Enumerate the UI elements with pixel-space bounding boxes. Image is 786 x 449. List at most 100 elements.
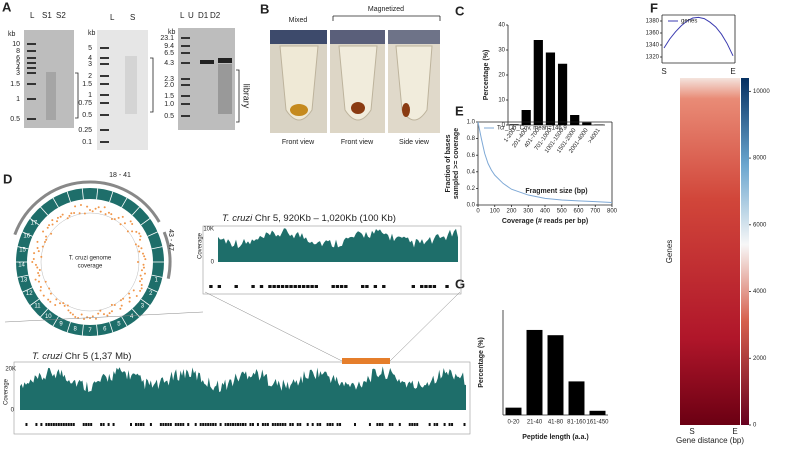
marker-label: 1.5 xyxy=(164,93,174,100)
coverage-dot xyxy=(48,287,51,290)
bar xyxy=(545,52,556,125)
segment-divider xyxy=(147,231,158,237)
y-tick-label: 30 xyxy=(498,48,505,54)
gene xyxy=(297,285,302,288)
segment-divider xyxy=(96,324,99,336)
coverage-dot xyxy=(128,300,131,303)
x-tick-label: 800 xyxy=(607,209,618,215)
gene xyxy=(256,423,259,426)
gene xyxy=(52,423,55,426)
segment-divider xyxy=(40,308,49,318)
ladder-band xyxy=(181,45,190,47)
marker-label: 2 xyxy=(88,73,92,80)
gene xyxy=(424,285,428,288)
gene xyxy=(35,423,38,426)
coverage-dot xyxy=(138,250,141,253)
coverage-dot xyxy=(56,216,59,219)
ladder-band xyxy=(27,72,36,74)
bar xyxy=(594,124,604,125)
bar xyxy=(557,63,568,125)
coverage-dot xyxy=(70,212,73,215)
gene xyxy=(232,423,235,426)
gene xyxy=(224,423,227,426)
gene xyxy=(299,423,302,426)
gene xyxy=(159,423,162,426)
gene xyxy=(164,423,167,426)
segment-divider xyxy=(22,287,33,293)
gene xyxy=(177,423,180,426)
gene xyxy=(428,423,431,426)
x-tick-label: S xyxy=(689,427,694,436)
track-ylabel: Coverage xyxy=(4,378,10,405)
ladder-band xyxy=(100,57,109,59)
inner-ring xyxy=(40,212,140,312)
bracket xyxy=(236,69,240,123)
x-tick-label: 200 xyxy=(506,209,517,215)
bar xyxy=(547,335,564,415)
x-tick-label: 500 xyxy=(557,209,568,215)
coverage-dot xyxy=(34,278,37,281)
coverage-dot xyxy=(142,252,145,255)
track-frame xyxy=(13,361,471,435)
marker-label: 1.5 xyxy=(10,81,20,88)
gene xyxy=(289,423,292,426)
gene xyxy=(281,423,284,426)
track-ymin: 0 xyxy=(211,260,215,266)
track-title: T. cruzi Chr 5 (1,37 Mb) xyxy=(32,351,131,362)
gene xyxy=(244,423,247,426)
coverage-dot xyxy=(71,313,74,316)
coverage-dot xyxy=(121,215,124,218)
coverage-dot xyxy=(91,210,94,213)
gene xyxy=(284,423,287,426)
gene xyxy=(70,423,73,426)
y-tick-label: 1380 xyxy=(646,19,660,25)
coverage-dot xyxy=(67,309,70,312)
coverage-dot xyxy=(31,261,34,263)
marker-label: 9.4 xyxy=(164,43,174,50)
marker-label: 23.1 xyxy=(160,35,174,42)
gene xyxy=(107,423,110,426)
gene xyxy=(199,423,202,426)
gene xyxy=(411,423,414,426)
coverage-dot xyxy=(45,235,48,238)
segment-divider xyxy=(66,191,71,203)
coverage-dot xyxy=(32,258,35,261)
colorbar-tick-label: 2000 xyxy=(753,356,767,362)
marker-label: 4.3 xyxy=(164,60,174,67)
chromosome-label: 6 xyxy=(103,326,107,332)
ladder-band xyxy=(27,57,36,59)
colorbar xyxy=(741,78,749,425)
ladder-band xyxy=(27,98,36,100)
coverage-dot xyxy=(89,208,91,211)
gene xyxy=(331,285,335,288)
coverage-dot xyxy=(140,277,143,280)
gene xyxy=(276,285,281,288)
gene xyxy=(448,423,451,426)
species: T. cruzi xyxy=(222,213,253,224)
coverage-dot xyxy=(135,294,138,297)
coverage-dot xyxy=(113,218,116,221)
line xyxy=(477,121,613,204)
segment-divider xyxy=(96,188,99,200)
lane-label: L xyxy=(30,11,35,20)
coverage-dot xyxy=(41,245,44,248)
y-axis-label: sampled >= coverage xyxy=(453,128,460,199)
y-tick-label: 0.8 xyxy=(467,136,476,142)
coverage-dot xyxy=(143,255,146,258)
title: Chr 5, 920Kb – 1,020Kb (100 Kb) xyxy=(255,213,396,224)
gene xyxy=(266,423,269,426)
gene xyxy=(319,423,322,426)
gene xyxy=(212,423,215,426)
ladder-band xyxy=(100,129,109,131)
coverage-dot xyxy=(131,223,134,226)
chromosome-label: 8 xyxy=(74,326,78,332)
coverage-dot xyxy=(134,243,137,246)
marker-label: 4 xyxy=(16,65,20,72)
circos-center-label: T. cruzi genome xyxy=(69,256,112,262)
gene xyxy=(202,423,205,426)
coverage-tracks xyxy=(20,228,466,426)
coverage-dot xyxy=(139,235,142,238)
gene xyxy=(329,423,332,426)
coverage-dot xyxy=(135,230,138,233)
